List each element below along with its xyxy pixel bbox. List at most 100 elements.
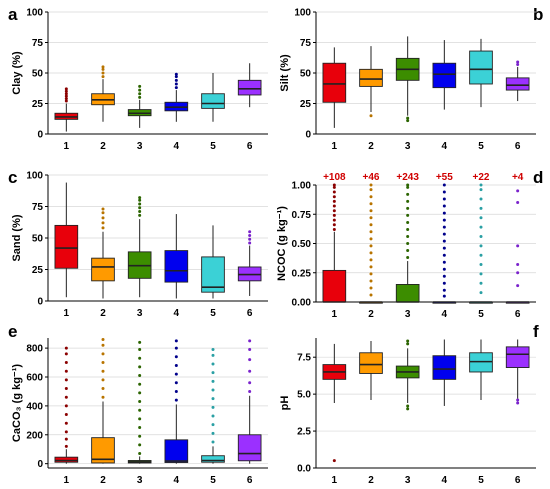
count-label: +243 [396, 172, 419, 183]
x-tick-label: 1 [64, 475, 70, 486]
outlier-point [516, 284, 520, 288]
box-group-6 [505, 339, 530, 405]
outlier-point [406, 407, 410, 411]
outlier-point [101, 395, 105, 399]
outlier-point [406, 342, 410, 346]
box-group-6 [237, 230, 262, 296]
outlier-point [369, 183, 373, 187]
outlier-point [101, 211, 105, 215]
outlier-point [516, 401, 520, 405]
outlier-point [138, 206, 142, 210]
outlier-point [479, 206, 483, 210]
x-tick-label: 2 [368, 309, 374, 320]
box [164, 250, 189, 283]
box-group-4 [432, 183, 457, 304]
x-tick-label: 5 [210, 475, 216, 486]
outlier-point [64, 444, 68, 448]
panel-a: a 0 25 50 75 100 Clay (%) 1 2 3 4 5 6 [8, 5, 268, 152]
outlier-point [406, 339, 410, 343]
outlier-point [138, 213, 142, 217]
outlier-point [479, 281, 483, 285]
outlier-point [211, 379, 215, 383]
outlier-point [64, 361, 68, 365]
outlier-point [516, 201, 520, 205]
outlier-point [248, 369, 252, 373]
outlier-point [369, 188, 373, 192]
outlier-point [174, 72, 178, 76]
outlier-point [369, 202, 373, 206]
outlier-point [174, 339, 178, 343]
outlier-point [516, 271, 520, 275]
y-tick-label: 0 [305, 130, 311, 141]
outlier-point [64, 430, 68, 434]
box-group-3 [395, 339, 420, 411]
outlier-point [479, 225, 483, 229]
y-tick-label: 25 [32, 99, 44, 110]
outlier-point [406, 183, 410, 187]
outlier-point [406, 227, 410, 231]
y-tick-label: 100 [26, 8, 43, 19]
outlier-point [442, 267, 446, 271]
outlier-point [101, 361, 105, 365]
box-group-4 [164, 339, 189, 464]
x-tick-label: 4 [174, 141, 180, 152]
box-group-1 [322, 343, 347, 463]
outlier-point [101, 65, 105, 69]
outlier-point [211, 348, 215, 352]
outlier-point [516, 189, 520, 193]
x-tick-label: 5 [210, 308, 216, 319]
outlier-point [442, 218, 446, 222]
outlier-point [479, 263, 483, 267]
outlier-point [64, 346, 68, 350]
panel-f: f 0.0 2.5 5.0 7.5 pH 1 2 3 4 5 6 [279, 322, 539, 486]
outlier-point [248, 348, 252, 352]
x-tick-label: 6 [515, 309, 521, 320]
outlier-point [369, 230, 373, 234]
y-tick-label: 7.5 [297, 353, 311, 364]
x-tick-label: 3 [405, 475, 411, 486]
outlier-point [138, 408, 142, 412]
outlier-point [442, 239, 446, 243]
outlier-point [138, 382, 142, 386]
outlier-point [406, 116, 410, 120]
count-label: +108 [323, 172, 346, 183]
outlier-point [138, 400, 142, 404]
x-tick-label: 3 [137, 475, 143, 486]
outlier-point [174, 346, 178, 350]
box-group-1 [54, 182, 79, 298]
panel-letter: a [8, 5, 18, 24]
outlier-point [332, 190, 336, 194]
outlier-point [101, 71, 105, 75]
outlier-point [479, 183, 483, 187]
outlier-point [479, 244, 483, 248]
outlier-point [369, 293, 373, 297]
x-tick-label: 3 [137, 141, 143, 152]
box-group-5 [201, 225, 225, 299]
outlier-point [442, 197, 446, 201]
outlier-point [369, 237, 373, 241]
box [359, 68, 383, 87]
outlier-point [211, 440, 215, 444]
box [237, 79, 262, 96]
box-group-6 [237, 339, 262, 464]
outlier-point [369, 265, 373, 269]
box-group-1 [54, 346, 79, 464]
box-group-1 [322, 47, 347, 128]
box-group-5 [469, 339, 493, 401]
y-tick-label: 600 [26, 373, 43, 384]
box [322, 62, 347, 103]
outlier-point [442, 274, 446, 278]
box [54, 224, 79, 269]
y-axis-label: pH [279, 396, 291, 411]
box [91, 437, 115, 464]
y-tick-label: 0.50 [292, 239, 312, 250]
outlier-point [138, 391, 142, 395]
outlier-point [479, 272, 483, 276]
y-tick-label: 0 [37, 459, 43, 470]
outlier-point [442, 225, 446, 229]
outlier-point [174, 372, 178, 376]
panel-letter: e [8, 322, 17, 341]
outlier-point [442, 183, 446, 187]
y-tick-label: 800 [26, 344, 43, 355]
outlier-point [369, 244, 373, 248]
